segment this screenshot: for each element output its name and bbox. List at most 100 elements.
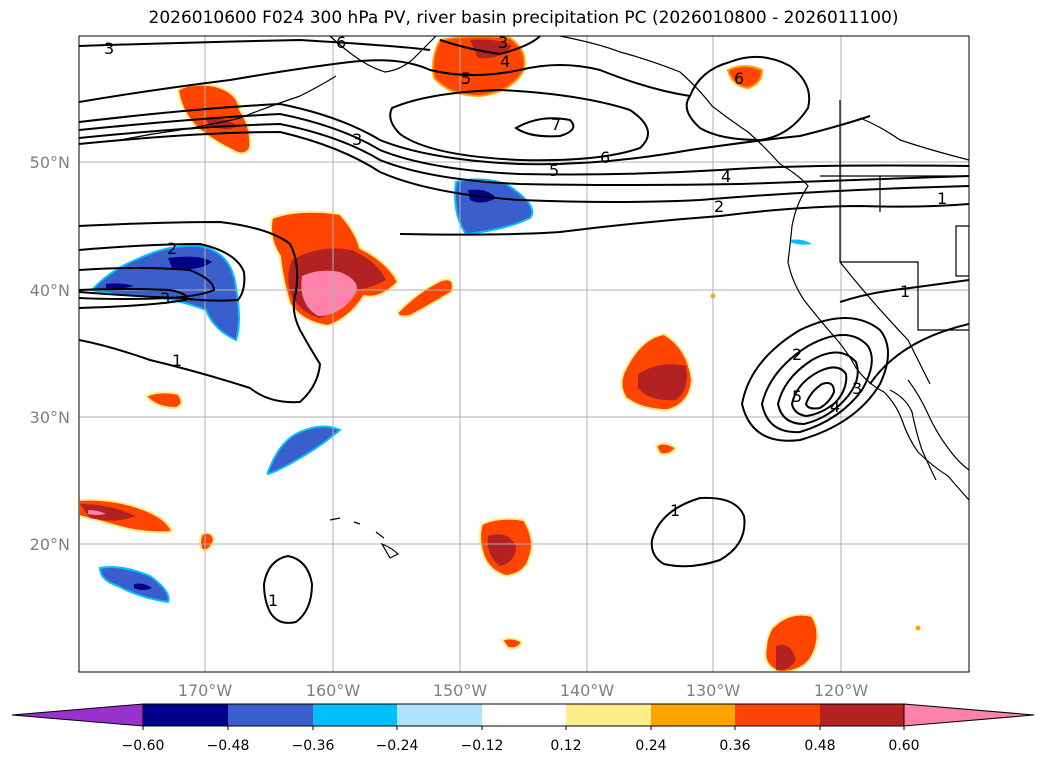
precip-patch bbox=[487, 534, 516, 566]
colorbar-segment bbox=[735, 704, 820, 726]
contour-label: 1 bbox=[937, 189, 947, 208]
colorbar-segment bbox=[482, 704, 566, 726]
pv-contour bbox=[79, 267, 216, 300]
precip-patch bbox=[638, 364, 687, 401]
baja-california bbox=[889, 389, 937, 481]
contour-label: 3 bbox=[852, 379, 862, 398]
precip-patch bbox=[168, 256, 212, 270]
contour-label: 4 bbox=[830, 397, 840, 416]
precip-patch bbox=[267, 425, 342, 476]
colorbar-tick-label: 0.36 bbox=[719, 738, 750, 754]
pv-contour bbox=[804, 382, 836, 410]
pv-contour bbox=[79, 38, 431, 51]
lon-label: 170°W bbox=[178, 681, 233, 700]
longitude-labels: 170°W 160°W 150°W 140°W 130°W 120°W bbox=[178, 681, 869, 700]
colorbar-segment bbox=[228, 704, 313, 726]
precip-patch bbox=[199, 531, 216, 552]
pv-contour bbox=[760, 334, 873, 434]
precip-patch bbox=[500, 637, 524, 650]
pv-contour bbox=[79, 112, 969, 176]
lon-label: 140°W bbox=[560, 681, 615, 700]
latitude-labels: 50°N 40°N 30°N 20°N bbox=[30, 153, 70, 554]
lon-label: 120°W bbox=[814, 681, 869, 700]
pv-contours bbox=[79, 36, 969, 624]
colorbar-tick-label: 0.12 bbox=[550, 738, 581, 754]
colorbar-segment bbox=[651, 704, 735, 726]
colorbar: −0.60 −0.48 −0.36 −0.24 −0.12 0.12 0.24 … bbox=[11, 703, 1035, 754]
colorbar-tick-label: 0.48 bbox=[804, 738, 835, 754]
colorbar-under-triangle bbox=[11, 703, 144, 727]
pv-contour bbox=[439, 36, 541, 56]
colorbar-tick-label: −0.60 bbox=[122, 738, 165, 754]
contour-label: 2 bbox=[714, 197, 724, 216]
pv-contour bbox=[399, 203, 969, 236]
contour-label: 2 bbox=[792, 345, 802, 364]
precip-patch bbox=[654, 442, 678, 456]
colorbar-frame bbox=[142, 703, 905, 727]
pv-contour bbox=[79, 242, 246, 302]
contour-label: 1 bbox=[670, 501, 680, 520]
precip-dot bbox=[915, 625, 921, 631]
pv-contour bbox=[79, 288, 188, 309]
precip-patch bbox=[106, 283, 134, 289]
hawaii-islands bbox=[329, 517, 400, 559]
contour-label: 3 bbox=[498, 33, 508, 52]
colorbar-segment bbox=[143, 704, 228, 726]
state-border bbox=[839, 100, 969, 331]
pv-contour bbox=[776, 351, 859, 426]
pv-contour-labels: 3 6 3 4 5 6 7 3 6 5 4 2 1 2 3 1 1 2 5 3 … bbox=[104, 33, 947, 610]
colorbar-tick-label: 0.24 bbox=[635, 738, 666, 754]
map-title: 2026010600 F024 300 hPa PV, river basin … bbox=[148, 8, 899, 28]
state-border bbox=[839, 261, 931, 385]
contour-label: 5 bbox=[461, 69, 471, 88]
pv-contour bbox=[79, 122, 969, 186]
graticule bbox=[79, 36, 969, 672]
colorbar-segment bbox=[397, 704, 482, 726]
lon-label: 160°W bbox=[306, 681, 361, 700]
mainland-coast bbox=[907, 379, 969, 471]
pv-contour bbox=[79, 130, 969, 203]
pv-contour bbox=[389, 88, 649, 162]
colorbar-segment bbox=[820, 704, 904, 726]
precip-patch bbox=[776, 644, 796, 671]
precip-patch bbox=[790, 239, 812, 245]
lat-label: 40°N bbox=[30, 281, 70, 300]
aleutian-islands bbox=[119, 75, 337, 141]
contour-label: 6 bbox=[336, 33, 346, 52]
precip-patch bbox=[301, 270, 357, 316]
colorbar-ticks bbox=[142, 726, 905, 730]
lat-label: 30°N bbox=[30, 408, 70, 427]
alaska-coast bbox=[329, 36, 437, 73]
pv-contour bbox=[262, 554, 314, 624]
pv-contour bbox=[740, 317, 889, 442]
precip-patch bbox=[396, 278, 454, 318]
precip-patch bbox=[80, 504, 136, 521]
contour-label: 3 bbox=[160, 289, 170, 308]
pv-contour bbox=[79, 220, 322, 404]
contour-label: 3 bbox=[104, 39, 114, 58]
pv-contour bbox=[79, 55, 811, 142]
contour-label: 1 bbox=[172, 351, 182, 370]
precip-patch bbox=[726, 65, 764, 90]
coastlines bbox=[119, 36, 969, 559]
colorbar-tick-label: −0.36 bbox=[292, 738, 335, 754]
contour-label: 5 bbox=[792, 387, 802, 406]
pv-contour bbox=[79, 102, 871, 166]
colorbar-tick-label: −0.24 bbox=[376, 738, 419, 754]
contour-label: 3 bbox=[352, 130, 362, 149]
colorbar-tick-label: −0.48 bbox=[207, 738, 250, 754]
pv-contour bbox=[514, 117, 575, 138]
colorbar-segment bbox=[313, 704, 397, 726]
contour-label: 4 bbox=[721, 167, 731, 186]
contour-label: 1 bbox=[268, 591, 278, 610]
pv-contour bbox=[650, 496, 746, 568]
contour-label: 6 bbox=[600, 148, 610, 167]
pv-contour bbox=[839, 279, 969, 303]
contour-label: 4 bbox=[500, 52, 510, 71]
se-alaska-coast bbox=[559, 36, 969, 501]
central-america-coast bbox=[955, 225, 969, 277]
canada-border bbox=[859, 117, 969, 161]
precip-patch bbox=[88, 510, 106, 515]
contour-label: 7 bbox=[551, 115, 561, 134]
contour-label: 1 bbox=[900, 282, 910, 301]
